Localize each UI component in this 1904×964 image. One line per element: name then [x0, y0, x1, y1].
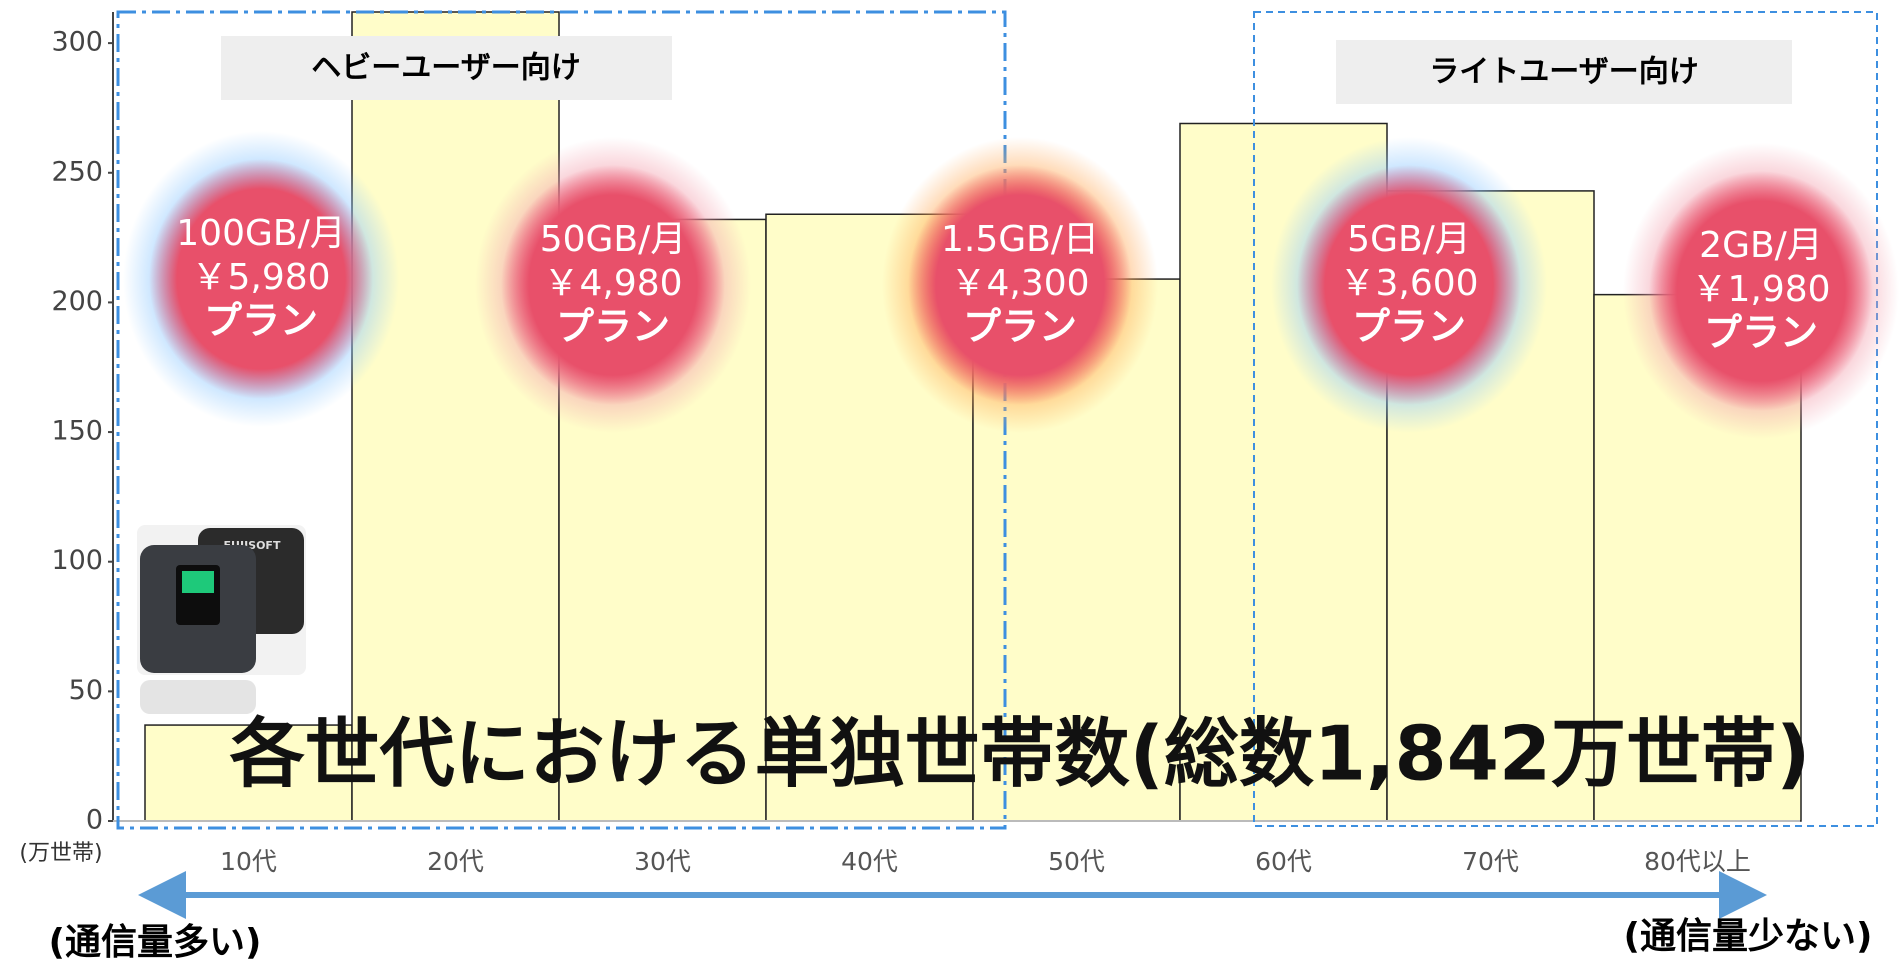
plan-name: プラン — [556, 305, 670, 349]
y-unit: (万世帯) — [19, 841, 102, 866]
arrow-label: (通信量多い) — [49, 922, 262, 963]
plan-core — [908, 165, 1132, 405]
plan-price: ￥4,980 — [543, 263, 682, 304]
y-tick-label: 0 — [86, 805, 103, 836]
y-tick-label: 250 — [51, 156, 103, 187]
x-tick-label: 50代 — [1048, 847, 1105, 876]
x-tick-label: 60代 — [1255, 847, 1312, 876]
plan-price: ￥3,600 — [1339, 263, 1478, 304]
group-label-box — [1336, 40, 1792, 104]
plan-data: 5GB/月 — [1347, 219, 1471, 260]
plan-data: 50GB/月 — [540, 219, 687, 260]
plan-name: プラン — [204, 299, 318, 343]
plan-name: プラン — [963, 305, 1077, 349]
plan-price: ￥4,300 — [950, 263, 1089, 304]
x-tick-label: 80代以上 — [1644, 847, 1751, 876]
x-tick-label: 70代 — [1462, 847, 1519, 876]
x-tick-label: 30代 — [634, 847, 691, 876]
light-box — [1253, 11, 1878, 827]
plan-core — [1649, 171, 1873, 411]
plan-data: 100GB/月 — [176, 213, 345, 254]
chart-title: 各世代における単独世帯数(総数1,842万世帯) — [230, 710, 1811, 798]
group-label: ヘビーユーザー向け — [311, 51, 580, 86]
bar — [351, 11, 560, 822]
x-tick-label: 20代 — [427, 847, 484, 876]
plan-price: ￥1,980 — [1691, 269, 1830, 310]
plan-name: プラン — [1704, 311, 1818, 355]
plan-name: プラン — [1352, 305, 1466, 349]
plan-core — [1297, 165, 1521, 405]
y-tick-label: 150 — [51, 416, 103, 447]
plan-data: 2GB/月 — [1699, 225, 1823, 266]
plan-price: ￥5,980 — [191, 257, 330, 298]
device-image: FUJISOFT — [137, 525, 306, 714]
arrow-label: (通信量少ない) — [1624, 916, 1873, 957]
x-tick-label: 40代 — [841, 847, 898, 876]
plan-core — [149, 159, 373, 399]
y-tick-label: 300 — [51, 27, 103, 58]
bar — [144, 724, 353, 822]
group-label: ライトユーザー向け — [1429, 55, 1698, 90]
group-label-box — [221, 36, 672, 100]
x-tick-label: 10代 — [220, 847, 277, 876]
y-tick-label: 100 — [51, 545, 103, 576]
plan-data: 1.5GB/日 — [941, 219, 1099, 260]
plan-core — [501, 165, 725, 405]
y-tick-label: 200 — [51, 286, 103, 317]
y-tick-label: 50 — [69, 675, 103, 706]
